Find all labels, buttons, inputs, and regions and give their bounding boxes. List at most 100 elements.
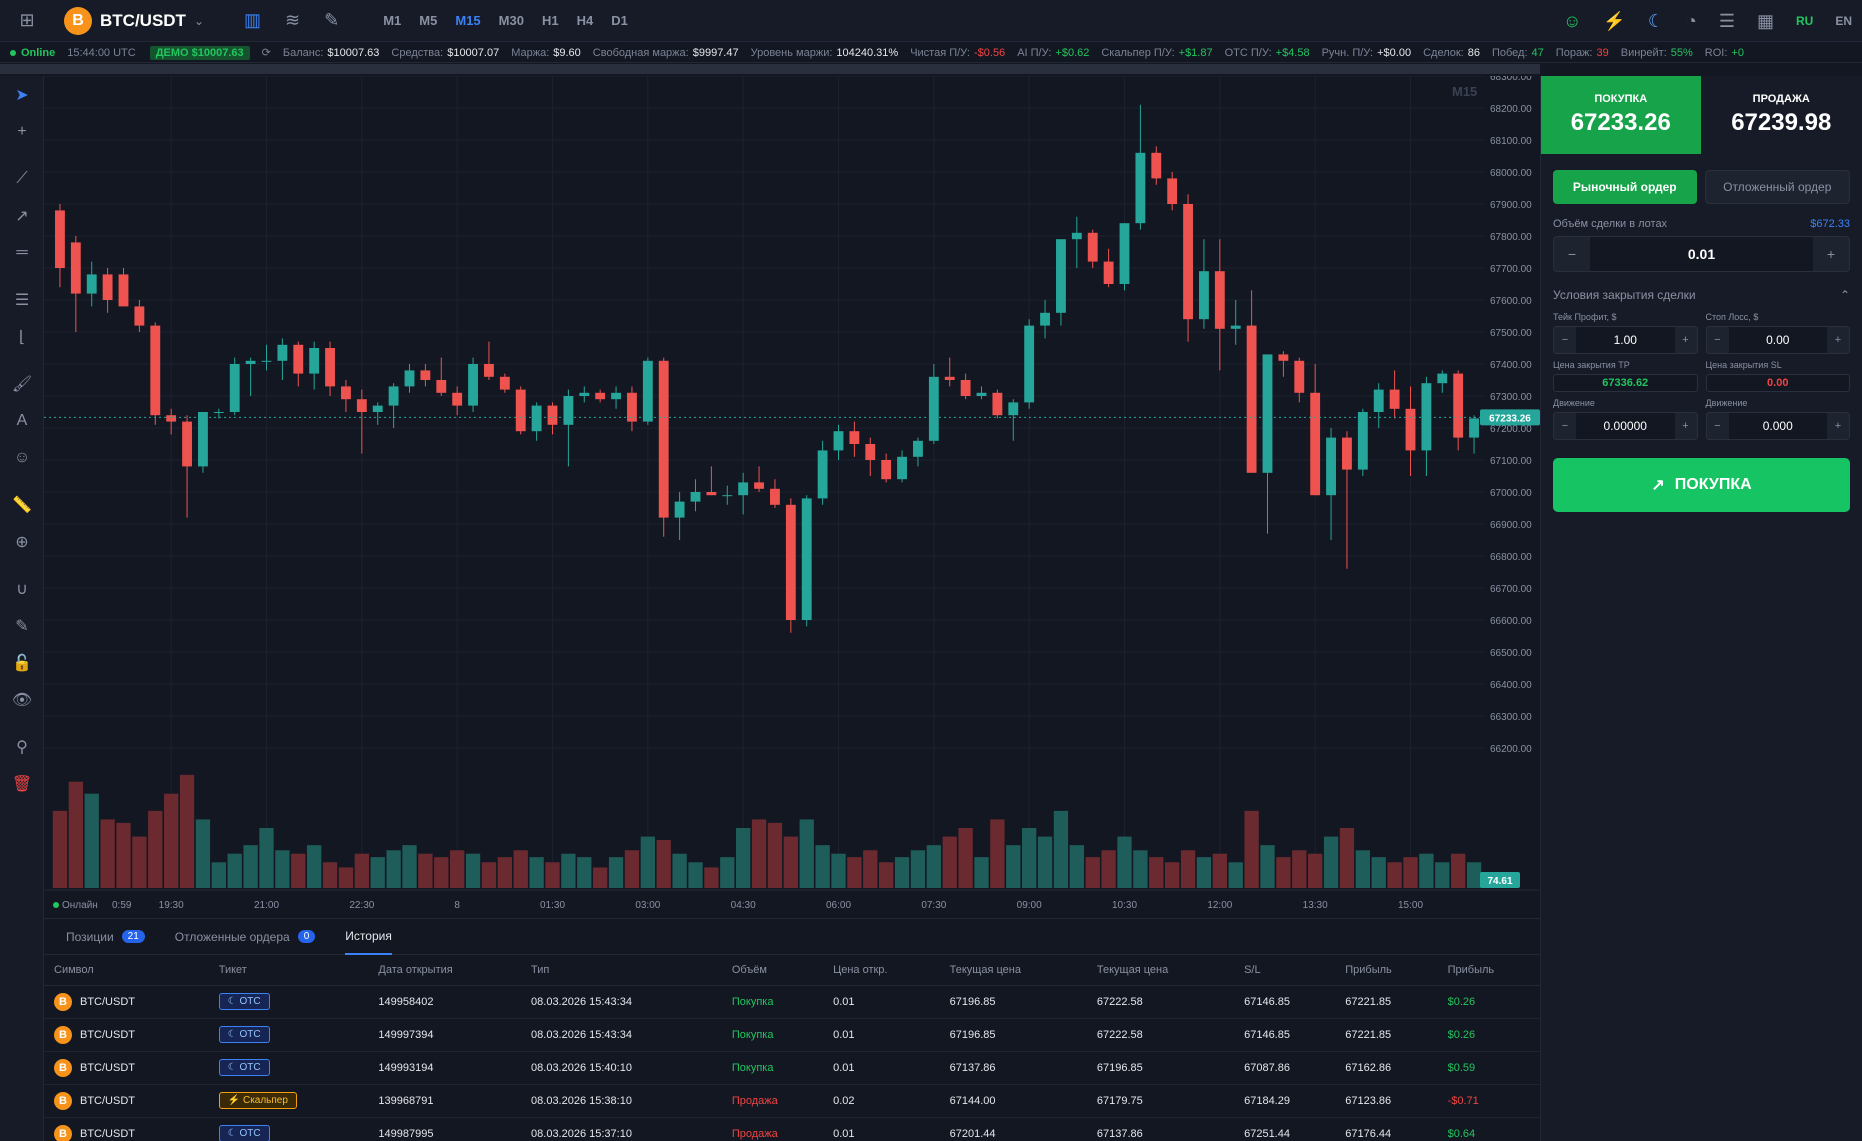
timeframe-m30[interactable]: M30 — [498, 13, 524, 28]
time-tick-label: 12:00 — [1207, 900, 1232, 911]
column-header[interactable]: Прибыль — [1335, 955, 1438, 986]
row-symbol: BTC/USDT — [80, 995, 135, 1008]
timeframe-m1[interactable]: M1 — [383, 13, 402, 28]
tab-positions-label: Позиции — [66, 929, 114, 944]
sl-plus-button[interactable]: + — [1834, 334, 1842, 346]
otc-pl-label: OTC П/У: — [1224, 46, 1272, 59]
open-price: 67201.44 — [939, 1117, 1087, 1141]
online-status: Online — [21, 46, 56, 59]
stop-loss-input[interactable]: 0.00 — [1728, 327, 1827, 353]
pending-order-button[interactable]: Отложенный ордер — [1704, 170, 1850, 204]
pie-chart-icon[interactable]: ◔ — [1685, 10, 1697, 31]
eye-icon[interactable]: 👁 — [11, 691, 33, 709]
candle-body — [341, 386, 351, 400]
measure-icon[interactable]: 📏 — [12, 496, 32, 514]
sell-price-button[interactable]: ПРОДАЖА 67239.98 — [1700, 76, 1862, 154]
volume-input[interactable]: 0.01 — [1590, 237, 1813, 271]
timeframe-m15[interactable]: M15 — [455, 13, 481, 28]
column-header[interactable]: Объём — [721, 955, 824, 986]
lightning-icon[interactable]: ⚡ — [1603, 10, 1626, 31]
move-sl-plus-button[interactable]: + — [1834, 420, 1842, 432]
lang-en[interactable]: EN — [1835, 14, 1852, 28]
column-header[interactable]: Дата открытия — [368, 955, 522, 986]
volume-minus-button[interactable]: − — [1567, 246, 1577, 262]
market-order-button[interactable]: Рыночный ордер — [1553, 170, 1697, 204]
table-row[interactable]: B BTC/USDT ☾ OTC 149997394 08.03.2026 15:43:… — [44, 1018, 1540, 1052]
move-tp-plus-button[interactable]: + — [1682, 420, 1689, 432]
buy-button[interactable]: ↗ ПОКУПКА — [1553, 458, 1850, 512]
fibonacci-icon[interactable]: ☰ — [14, 291, 30, 309]
price-axis[interactable]: 68300.00 68200.00 68100.00 68000.00 67900.00… — [1490, 76, 1532, 755]
column-header[interactable]: Текущая цена — [939, 955, 1087, 986]
timeframe-h1[interactable]: H1 — [541, 13, 559, 28]
lock-icon[interactable]: 🔓 — [12, 654, 32, 672]
buy-price-button[interactable]: ПОКУПКА 67233.26 — [1541, 76, 1701, 154]
movement-input-sl[interactable]: 0.000 — [1728, 413, 1827, 439]
column-header[interactable]: Текущая цена — [1086, 955, 1235, 986]
close-conditions-header[interactable]: Условия закрытия сделки ⌃ — [1541, 272, 1862, 306]
lang-ru[interactable]: RU — [1795, 14, 1814, 28]
buy-button-label: ПОКУПКА — [1674, 476, 1752, 493]
candles-chart-icon[interactable]: ▥ — [244, 10, 262, 30]
price-chart[interactable]: 68300.00 68200.00 68100.00 68000.00 67900.00… — [44, 76, 1540, 918]
movement-input-tp[interactable]: 0.00000 — [1576, 413, 1675, 439]
price-tick-label: 66900.00 — [1490, 520, 1532, 531]
volume-bar — [1069, 845, 1084, 888]
table-row[interactable]: B BTC/USDT ☾ OTC 149993194 08.03.2026 15:40:… — [44, 1051, 1540, 1085]
column-header[interactable]: Прибыль — [1437, 955, 1540, 986]
time-axis[interactable]: 19:30 21:00 22:30 8 01:30 03:00 04:30 06:00 07:3… — [159, 900, 1424, 911]
move-sl-minus-button[interactable]: − — [1714, 420, 1721, 432]
robot-icon[interactable]: ☺ — [1563, 10, 1582, 31]
table-row[interactable]: B BTC/USDT ☾ OTC 149958402 08.03.2026 15:43:… — [44, 985, 1540, 1019]
pencil-draw-icon[interactable]: ✎ — [324, 10, 340, 30]
horizontal-line-icon[interactable]: ═ — [16, 243, 28, 261]
timeframe-d1[interactable]: D1 — [611, 13, 628, 28]
edit-icon[interactable]: ✎ — [15, 617, 29, 635]
symbol-selector[interactable]: B BTC/USDT ⌄ — [64, 6, 204, 35]
timeframe-m5[interactable]: M5 — [419, 13, 438, 28]
ruler-icon[interactable]: ⌊ — [18, 328, 26, 346]
candle-body — [309, 348, 320, 374]
cursor-icon[interactable]: ➤ — [15, 86, 29, 104]
zoom-in-icon[interactable]: ⊕ — [15, 533, 29, 551]
demo-account-badge[interactable]: ДЕМО $10007.63 — [149, 45, 250, 60]
symbol-cell: B BTC/USDT — [44, 1051, 209, 1085]
trash-icon[interactable]: 🗑 — [11, 775, 33, 793]
refresh-icon[interactable]: ⟳ — [261, 47, 271, 59]
volume-bar — [577, 857, 592, 888]
account-status-bar: Online 15:44:00 UTC ДЕМО $10007.63 ⟳ Бал… — [0, 43, 1862, 63]
column-header[interactable]: Тикет — [208, 955, 369, 986]
moon-icon[interactable]: ☾ — [1647, 10, 1664, 31]
trend-line-icon[interactable]: ⟋ — [16, 169, 28, 187]
table-row[interactable]: B BTC/USDT ☾ OTC 149987995 08.03.2026 15:37:… — [44, 1117, 1540, 1141]
volume-plus-button[interactable]: + — [1826, 246, 1836, 262]
crosshair-icon[interactable]: + — [17, 122, 27, 140]
tp-plus-button[interactable]: + — [1682, 334, 1689, 346]
indicators-icon[interactable]: ≋ — [285, 10, 301, 30]
text-icon[interactable]: A — [16, 411, 28, 429]
ray-icon[interactable]: ↗ — [15, 207, 29, 225]
tab-history[interactable]: История — [345, 919, 392, 955]
brush-icon[interactable]: 🖌 — [11, 375, 33, 393]
candle-body — [897, 456, 907, 480]
layout-icon[interactable]: ▦ — [1756, 10, 1774, 31]
column-header[interactable]: S/L — [1234, 955, 1336, 986]
zoom-icon[interactable]: ⚲ — [16, 738, 28, 756]
column-header[interactable]: Символ — [44, 955, 209, 986]
tab-positions[interactable]: Позиции 21 — [66, 919, 145, 955]
column-header[interactable]: Тип — [521, 955, 722, 986]
tab-pending-orders[interactable]: Отложенные ордера 0 — [175, 919, 316, 955]
ticket-id: 149993194 — [368, 1051, 522, 1085]
emoji-icon[interactable]: ☺ — [13, 448, 31, 466]
timeframe-h4[interactable]: H4 — [576, 13, 594, 28]
horizontal-scrollbar[interactable] — [0, 64, 1540, 74]
sl-minus-button[interactable]: − — [1714, 334, 1721, 346]
tp-minus-button[interactable]: − — [1561, 334, 1569, 346]
column-header[interactable]: Цена откр. — [823, 955, 940, 986]
move-tp-minus-button[interactable]: − — [1561, 420, 1569, 432]
magnet-icon[interactable]: ∪ — [16, 580, 28, 598]
apps-grid-icon[interactable]: ⊞ — [19, 10, 35, 30]
table-row[interactable]: B BTC/USDT ⚡ Скальпер 139968791 08.03.2026 1… — [44, 1084, 1540, 1118]
take-profit-input[interactable]: 1.00 — [1576, 327, 1675, 353]
list-icon[interactable]: ☰ — [1718, 10, 1735, 31]
